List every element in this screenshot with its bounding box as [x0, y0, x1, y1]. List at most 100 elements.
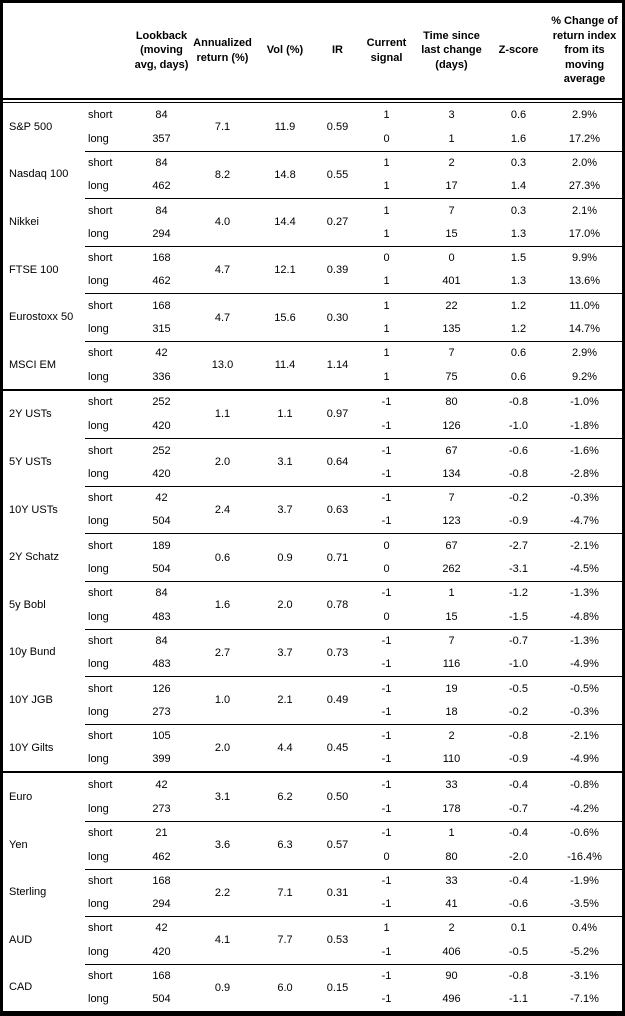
ir-value: 0.55 [315, 150, 360, 199]
asset-row-group: MSCI EM short 42 13.0 11.4 1.14 1 7 0.6 … [3, 340, 622, 389]
vol-value: 12.1 [255, 245, 315, 294]
lookback-long: 399 [152, 753, 171, 766]
lookback-long: 483 [152, 610, 171, 623]
lookback-long: 273 [152, 705, 171, 718]
row-label-long: long [88, 945, 109, 958]
time-since-short: 19 [413, 676, 490, 700]
time-since-short: 1 [413, 580, 490, 605]
asset-row-group: 10Y JGB short 126 1.0 2.1 0.49 -1 19 -0.… [3, 676, 622, 724]
z-score-short: -2.7 [490, 533, 547, 557]
time-since-short: 67 [413, 533, 490, 557]
lookback-short: 42 [133, 916, 190, 940]
pct-change-long: 17.0% [568, 227, 601, 240]
current-signal-short: 1 [383, 108, 390, 121]
annualized-return-value: 1.1 [214, 408, 231, 421]
vol-value: 3.1 [255, 438, 315, 486]
z-score-short: -0.8 [509, 396, 528, 409]
row-label-long: long [88, 993, 109, 1006]
current-signal-long: -1 [381, 705, 392, 718]
asset-row-group: Euro short 42 3.1 6.2 0.50 -1 33 -0.4 -0… [3, 773, 622, 821]
time-since-short: 33 [445, 779, 458, 792]
z-score-short: 1.2 [490, 293, 547, 317]
current-signal-long: 1 [383, 180, 390, 193]
pct-change-long: -4.5% [570, 563, 599, 576]
asset-row-group: FTSE 100 short 168 4.7 12.1 0.39 0 0 1.5… [3, 245, 622, 294]
table-header: Lookback (moving avg, days) Annualized r… [3, 3, 622, 100]
current-signal-short: 1 [360, 198, 413, 222]
pct-change-short: -0.8% [570, 779, 599, 792]
current-signal-long: 0 [383, 850, 390, 863]
z-score-long: -0.5 [509, 945, 528, 958]
current-signal-long: 0 [383, 610, 390, 623]
ir-value: 0.31 [315, 868, 360, 917]
pct-change-short: -1.0% [570, 396, 599, 409]
asset-row-group: CAD short 168 0.9 6.0 0.15 -1 90 -0.8 -3… [3, 963, 622, 1011]
row-label-short: short [85, 676, 133, 700]
asset-name: Eurostoxx 50 [9, 311, 74, 324]
pct-change-long: -4.9% [570, 658, 599, 671]
current-signal-long: -1 [381, 515, 392, 528]
row-label-long: long [88, 563, 109, 576]
asset-name: 5y Bobl [9, 598, 46, 611]
lookback-short: 84 [133, 150, 190, 175]
row-label-long: long [88, 467, 109, 480]
time-since-short: 7 [413, 198, 490, 222]
row-label-short: short [85, 723, 133, 748]
pct-change-long: -4.2% [570, 803, 599, 815]
row-label-short: short [85, 916, 133, 940]
z-score-short: 1.5 [490, 245, 547, 270]
time-since-long: 17 [445, 180, 458, 193]
annualized-return-value: 1.6 [190, 580, 255, 629]
z-score-long: -0.9 [509, 515, 528, 528]
z-score-long: 0.6 [510, 370, 527, 383]
lookback-long: 273 [152, 803, 171, 815]
time-since-short: 2 [413, 150, 490, 175]
annualized-return-value: 2.0 [190, 723, 255, 772]
asset-row-group: 5y Bobl short 84 1.6 2.0 0.78 -1 1 -1.2 … [3, 580, 622, 629]
current-signal-long: -1 [381, 993, 392, 1006]
z-score-short: -0.8 [490, 723, 547, 748]
time-since-long: 18 [445, 705, 458, 718]
current-signal-long: -1 [381, 467, 392, 480]
current-signal-short: -1 [360, 628, 413, 653]
row-label-long: long [88, 610, 109, 623]
time-since-short: 67 [413, 438, 490, 462]
current-signal-long: 1 [383, 370, 390, 383]
lookback-short: 84 [133, 580, 190, 605]
annualized-return-value: 0.9 [190, 963, 255, 1011]
asset-name: CAD [9, 981, 33, 994]
row-label-short: short [85, 628, 133, 653]
z-score-long: -0.8 [509, 467, 528, 480]
time-since-short: 90 [413, 963, 490, 988]
lookback-short: 21 [133, 820, 190, 845]
header-annualized-return: Annualized return (%) [193, 37, 252, 64]
lookback-short: 168 [133, 868, 190, 893]
row-label-short: short [85, 340, 133, 365]
asset-name: S&P 500 [9, 120, 53, 133]
pct-change-long: -16.4% [567, 850, 602, 863]
asset-name: FTSE 100 [9, 263, 59, 276]
current-signal-short: -1 [360, 723, 413, 748]
z-score-short: -0.8 [490, 963, 547, 988]
time-since-long: 406 [442, 945, 461, 958]
current-signal-short: -1 [360, 868, 413, 893]
time-since-long: 15 [445, 227, 458, 240]
annualized-return-value: 3.1 [214, 791, 231, 804]
asset-name: 10Y USTs [9, 503, 58, 516]
time-since-short: 33 [413, 868, 490, 893]
row-label-short: short [85, 438, 133, 462]
ir-value: 0.97 [326, 408, 349, 421]
row-label-long: long [88, 132, 109, 145]
z-score-short: -0.6 [490, 438, 547, 462]
asset-row-group: 2Y USTs short 252 1.1 1.1 0.97 -1 80 -0.… [3, 391, 622, 439]
annualized-return-value: 2.7 [190, 628, 255, 677]
asset-row-group: AUD short 42 4.1 7.7 0.53 1 2 0.1 0.4% l… [3, 916, 622, 964]
asset-row-group: Sterling short 168 2.2 7.1 0.31 -1 33 -0… [3, 868, 622, 917]
vol-value: 3.7 [255, 628, 315, 677]
current-signal-short: -1 [381, 396, 392, 409]
pct-change-short: -1.3% [547, 628, 622, 653]
vol-value: 2.0 [255, 580, 315, 629]
row-label-short: short [88, 779, 113, 792]
pct-change-long: -2.8% [570, 467, 599, 480]
row-label-short: short [85, 293, 133, 317]
